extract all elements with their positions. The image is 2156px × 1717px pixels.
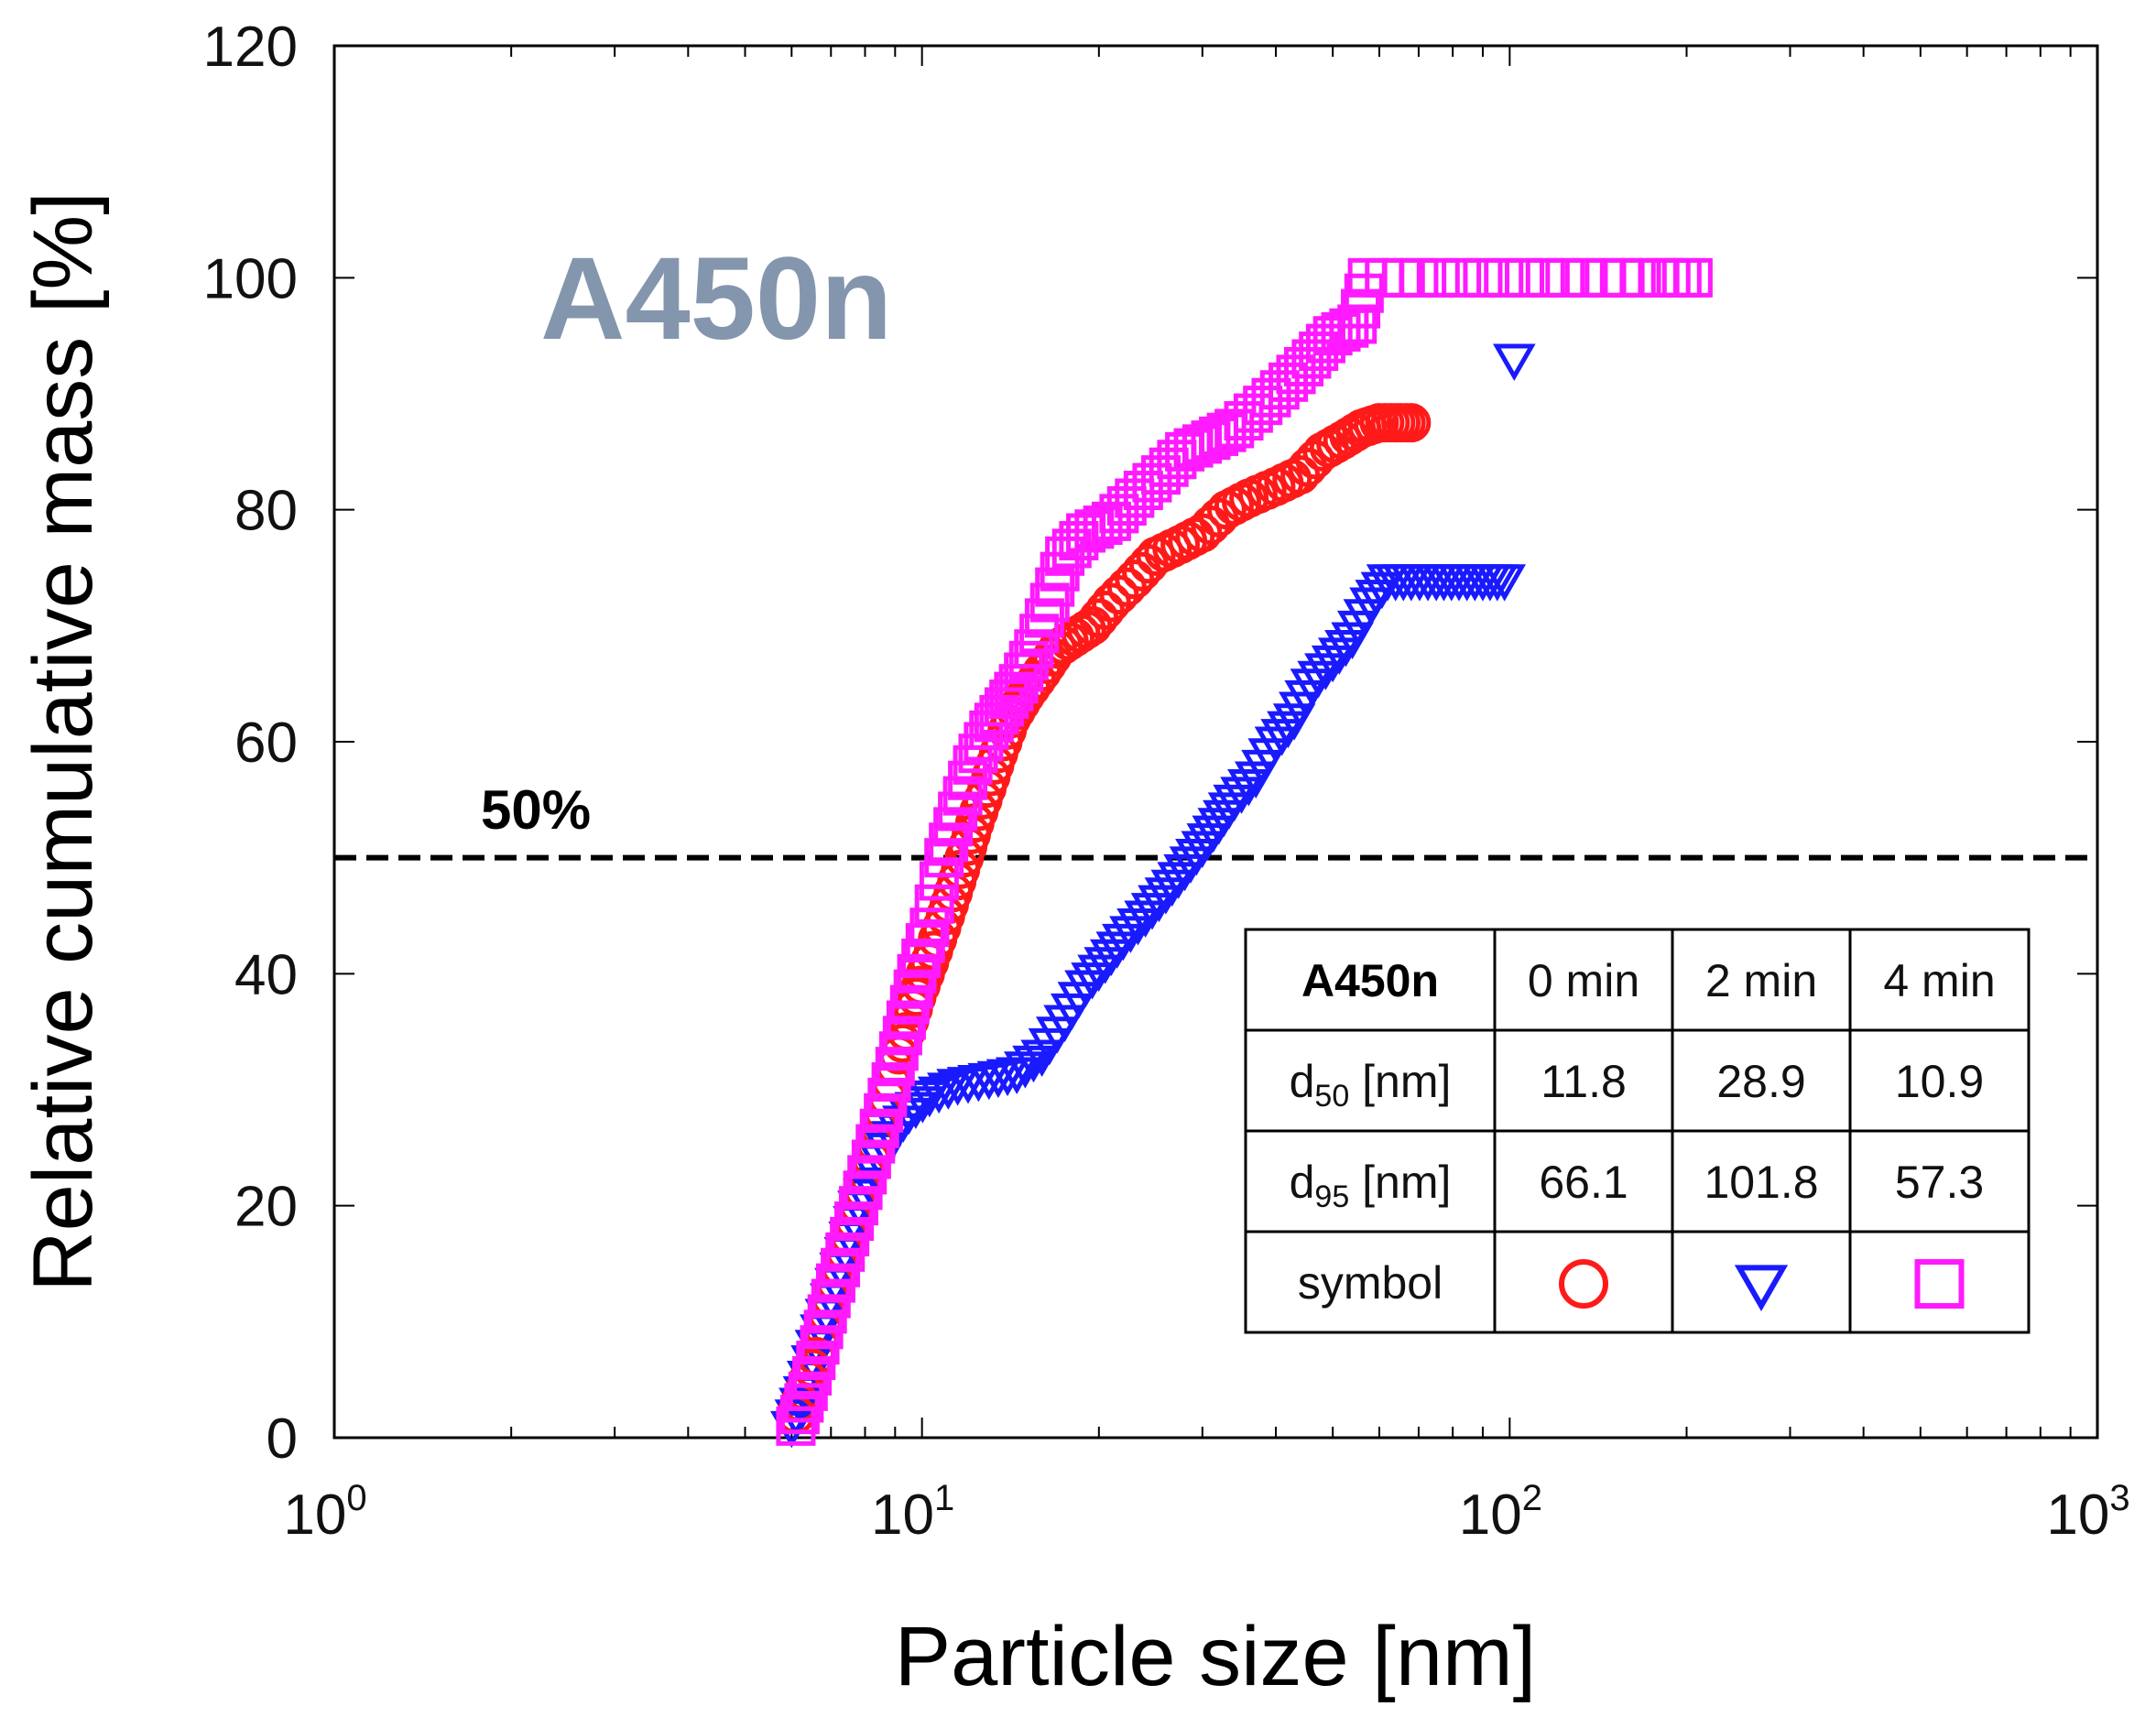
series-4-min — [776, 257, 1713, 1446]
x-tick-label: 101 — [871, 1478, 954, 1547]
table-value-cell: 10.9 — [1895, 1056, 1984, 1107]
table-header-cell: 4 min — [1883, 955, 1995, 1006]
table-symbol-label: symbol — [1298, 1257, 1443, 1309]
marker-triangle — [917, 1076, 961, 1114]
y-tick-label: 20 — [234, 1176, 298, 1239]
marker-circle — [1559, 1259, 1608, 1309]
legend-table: A450n 0 min 2 min 4 min d50 [nm] 11.8 28.9 10.9… — [1244, 928, 2031, 1334]
marker-square — [1484, 257, 1524, 298]
marker-triangle — [1109, 916, 1152, 953]
marker-triangle — [1227, 768, 1270, 807]
table-value-cell: 11.8 — [1541, 1056, 1627, 1107]
marker-triangle — [927, 1072, 970, 1110]
marker-circle — [1391, 403, 1432, 443]
y-tick-label: 80 — [234, 480, 298, 543]
y-tick-label: 40 — [234, 943, 298, 1006]
reference-line-label: 50% — [481, 779, 591, 841]
marker-square — [784, 1383, 824, 1423]
marker-square — [1525, 257, 1565, 298]
marker-square — [1399, 257, 1439, 298]
x-axis-title: Particle size [nm] — [895, 1610, 1536, 1703]
table-value-cell: 66.1 — [1539, 1157, 1628, 1208]
plot-frame — [332, 44, 2099, 1440]
marker-square — [909, 907, 950, 948]
x-tick-label: 100 — [283, 1478, 366, 1547]
marker-triangle — [1004, 1051, 1047, 1089]
marker-square — [1420, 257, 1460, 298]
panel-label: A450n — [540, 234, 892, 364]
x-tick-label: 102 — [1459, 1478, 1542, 1547]
table-value-cell: 57.3 — [1895, 1157, 1984, 1208]
y-tick-label: 0 — [267, 1407, 298, 1471]
marker-square — [1008, 640, 1049, 680]
marker-square — [1914, 1259, 1965, 1309]
marker-square — [1564, 257, 1605, 298]
table-value-cell: 101.8 — [1704, 1157, 1818, 1208]
table-header-cell: 0 min — [1528, 955, 1639, 1006]
y-tick-label: 60 — [234, 712, 298, 775]
x-tick-label: 103 — [2046, 1478, 2129, 1547]
y-tick-labels: 0 20 40 60 80 100 120 — [203, 16, 298, 1471]
y-tick-label: 120 — [203, 16, 298, 79]
table-value-cell: 28.9 — [1716, 1056, 1805, 1107]
marker-triangle — [1012, 1045, 1055, 1083]
x-tick-labels: 100 101 102 103 — [283, 1478, 2129, 1547]
marker-triangle — [1492, 343, 1536, 381]
table-row-label: d95 [nm] — [1290, 1157, 1452, 1214]
marker-square — [1442, 257, 1482, 298]
marker-triangle — [1213, 784, 1257, 822]
marker-triangle — [1220, 777, 1263, 814]
marker-square — [1661, 257, 1702, 298]
marker-square — [779, 1395, 820, 1435]
y-tick-label: 100 — [203, 247, 298, 310]
marker-square — [1672, 257, 1713, 298]
table-header-cell: A450n — [1301, 955, 1439, 1006]
marker-square — [1545, 257, 1585, 298]
axis-ticks — [333, 45, 2097, 1439]
table-grid — [1246, 929, 2029, 1332]
marker-square — [1004, 652, 1044, 692]
marker-triangle — [1116, 907, 1160, 946]
marker-triangle — [995, 1057, 1039, 1094]
y-axis-title: Relative cumulative mass [%] — [16, 191, 110, 1292]
marker-square — [1463, 257, 1503, 298]
table-row-label: d50 [nm] — [1290, 1056, 1452, 1114]
marker-triangle — [901, 1086, 944, 1124]
series-layer — [769, 257, 1713, 1449]
marker-square — [1505, 257, 1545, 298]
marker-triangle — [1734, 1265, 1789, 1311]
marker-square — [919, 861, 959, 901]
marker-triangle — [894, 1092, 938, 1129]
marker-triangle — [1102, 923, 1145, 962]
table-cells: A450n 0 min 2 min 4 min d50 [nm] 11.8 28.9 10.9… — [1290, 955, 1996, 1311]
marker-triangle — [908, 1080, 952, 1118]
table-header-cell: 2 min — [1705, 955, 1817, 1006]
marker-square — [914, 884, 954, 924]
marker-triangle — [1483, 564, 1527, 602]
